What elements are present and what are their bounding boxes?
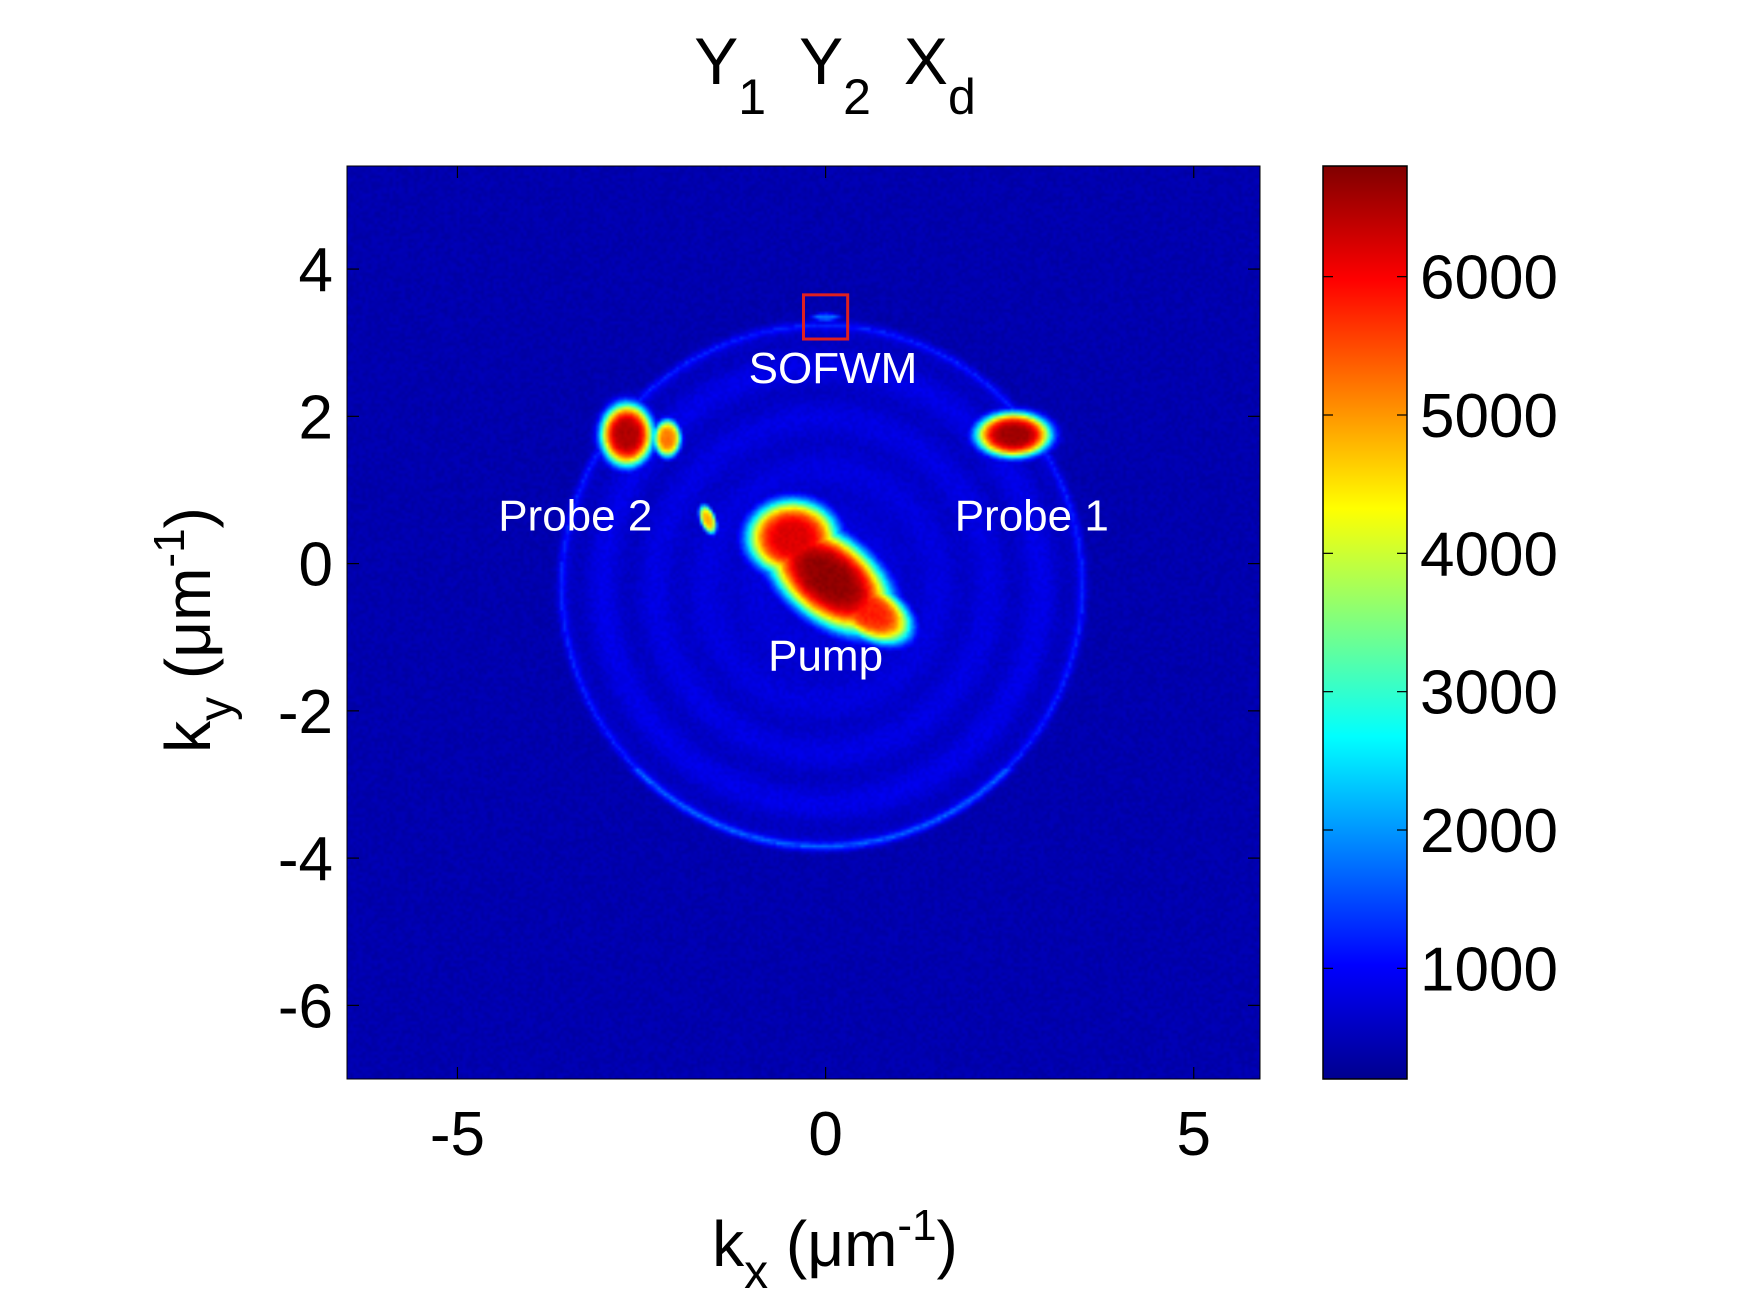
x-label-superscript: -1 (897, 1201, 936, 1250)
x-axis-ticks: -5 0 5 (430, 166, 1211, 1169)
colorbar-tick-label: 3000 (1420, 659, 1558, 728)
y-tick-label: 4 (299, 236, 333, 305)
colorbar-tick-label: 4000 (1420, 520, 1558, 589)
y-axis-label: ky (μm-1) (145, 507, 243, 753)
title-text: Y1 Y2 Xd (694, 24, 976, 125)
title-subscript-1: 2 (843, 69, 871, 125)
colorbar-tick-label: 1000 (1420, 935, 1558, 1004)
colorbar-ticks: 1000 2000 3000 4000 5000 6000 (1323, 244, 1558, 1004)
title-symbol-1: Y (766, 24, 843, 98)
annotations: SOFWM Probe 2 Probe 1 Pump (498, 293, 1109, 680)
colorbar-tick-label: 6000 (1420, 244, 1558, 313)
title-symbol-2: X (871, 24, 948, 98)
colorbar-gradient (1322, 165, 1408, 1080)
y-tick-label: -2 (278, 678, 333, 747)
y-label-symbol: k (152, 720, 224, 753)
y-label-superscript: -1 (145, 528, 194, 567)
annotation-label: Probe 1 (955, 491, 1109, 540)
y-tick-label: -4 (278, 825, 333, 894)
chart-title: Y1 Y2 Xd (694, 24, 976, 125)
y-label-unit: (μm (152, 568, 224, 697)
annotation-label: SOFWM (749, 344, 918, 393)
x-label-symbol: k (712, 1208, 745, 1280)
colorbar: 1000 2000 3000 4000 5000 6000 (1322, 165, 1558, 1080)
y-tick-label: 2 (299, 383, 333, 452)
x-label-unit-close: ) (937, 1208, 958, 1280)
colorbar-tick-label: 2000 (1420, 797, 1558, 866)
y-tick-label: -6 (278, 972, 333, 1041)
x-tick-label: 0 (808, 1100, 842, 1169)
y-label-unit-close: ) (152, 507, 224, 528)
annotation-label: Pump (768, 631, 883, 680)
title-subscript-0: 1 (738, 69, 766, 125)
plot-frame (346, 165, 1261, 1080)
x-label-subscript: x (744, 1246, 768, 1299)
heatmap-plot: SOFWM Probe 2 Probe 1 Pump (346, 165, 1261, 1080)
y-axis-ticks: -6 -4 -2 0 2 4 (278, 236, 1260, 1041)
colorbar-tick-label: 5000 (1420, 382, 1558, 451)
y-label-subscript: y (190, 697, 243, 721)
title-symbol-0: Y (694, 24, 738, 98)
x-axis-label: kx (μm-1) (712, 1201, 958, 1299)
x-tick-label: 5 (1176, 1100, 1210, 1169)
title-subscript-2: d (948, 69, 976, 125)
sofwm-highlight-box (802, 293, 850, 341)
x-tick-label: -5 (430, 1100, 485, 1169)
y-tick-label: 0 (299, 531, 333, 600)
annotation-label: Probe 2 (498, 491, 652, 540)
x-label-unit: (μm (768, 1208, 897, 1280)
